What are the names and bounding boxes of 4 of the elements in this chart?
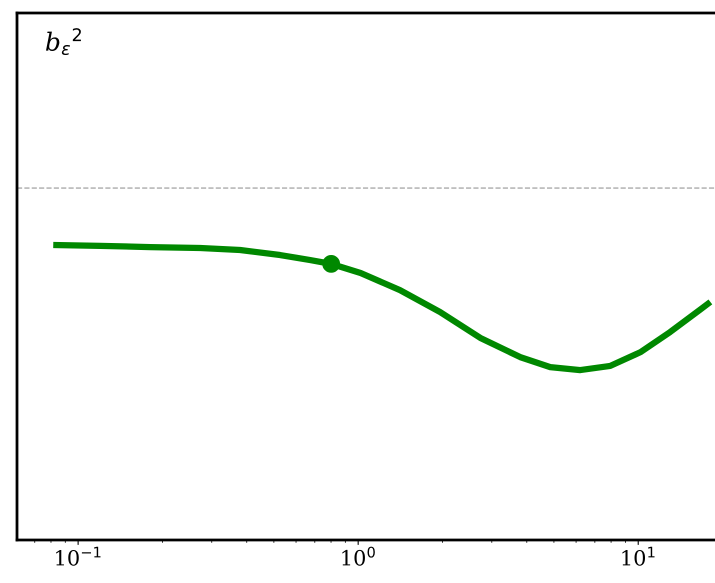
text: b$_{ε}$$^{2}$	[46, 28, 81, 56]
x-tick-label: 10$^{−1}$	[56, 546, 100, 566]
x-tick-label: 10$^{0}$	[342, 546, 375, 566]
x-tick-label: 10$^{1}$	[622, 546, 655, 566]
